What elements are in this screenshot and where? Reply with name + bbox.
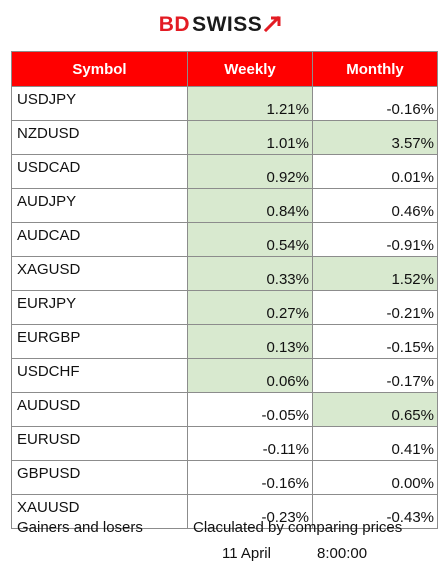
table-row: AUDCAD 0.54% -0.91% bbox=[11, 222, 438, 257]
symbol-cell: XAGUSD bbox=[11, 256, 188, 291]
gainers-losers-note: Gainers and losers bbox=[17, 519, 143, 536]
calculation-note: Claculated by comparing prices bbox=[193, 519, 403, 536]
symbol-cell: AUDCAD bbox=[11, 222, 188, 257]
symbol-cell: USDJPY bbox=[11, 86, 188, 121]
monthly-change-cell: 0.01% bbox=[312, 154, 438, 189]
performance-table: Symbol Weekly Monthly USDJPY 1.21% -0.16% N… bbox=[11, 51, 438, 529]
weekly-change-cell: 1.21% bbox=[187, 86, 313, 121]
table-row: AUDJPY 0.84% 0.46% bbox=[11, 188, 438, 223]
header-symbol: Symbol bbox=[11, 51, 188, 87]
symbol-cell: EURUSD bbox=[11, 426, 188, 461]
table-row: NZDUSD 1.01% 3.57% bbox=[11, 120, 438, 155]
weekly-change-cell: 0.33% bbox=[187, 256, 313, 291]
monthly-change-cell: 0.41% bbox=[312, 426, 438, 461]
weekly-change-cell: -0.11% bbox=[187, 426, 313, 461]
brand-name-part2: SWISS bbox=[192, 12, 263, 36]
monthly-change-cell: -0.91% bbox=[312, 222, 438, 257]
weekly-change-cell: 0.92% bbox=[187, 154, 313, 189]
weekly-change-cell: -0.16% bbox=[187, 460, 313, 495]
monthly-change-cell: 0.46% bbox=[312, 188, 438, 223]
weekly-change-cell: 0.06% bbox=[187, 358, 313, 393]
monthly-change-cell: 3.57% bbox=[312, 120, 438, 155]
brand-logo-wrap: BD SWISS bbox=[159, 14, 283, 35]
monthly-change-cell: 1.52% bbox=[312, 256, 438, 291]
symbol-cell: EURJPY bbox=[11, 290, 188, 325]
table-row: USDCHF 0.06% -0.17% bbox=[11, 358, 438, 393]
symbol-cell: NZDUSD bbox=[11, 120, 188, 155]
weekly-change-cell: 0.13% bbox=[187, 324, 313, 359]
weekly-change-cell: 0.54% bbox=[187, 222, 313, 257]
footer-timestamp: 11 April 8:00:00 bbox=[0, 545, 445, 567]
bdswiss-arrow-icon bbox=[264, 15, 282, 33]
weekly-change-cell: -0.23% bbox=[187, 494, 313, 529]
table-row: EURGBP 0.13% -0.15% bbox=[11, 324, 438, 359]
header-monthly: Monthly bbox=[312, 51, 438, 87]
monthly-change-cell: -0.17% bbox=[312, 358, 438, 393]
table-row: XAGUSD 0.33% 1.52% bbox=[11, 256, 438, 291]
footer-notes: Gainers and losers Claculated by compari… bbox=[0, 519, 445, 541]
table-row: EURJPY 0.27% -0.21% bbox=[11, 290, 438, 325]
monthly-change-cell: -0.15% bbox=[312, 324, 438, 359]
weekly-change-cell: 0.27% bbox=[187, 290, 313, 325]
table-body: USDJPY 1.21% -0.16% NZDUSD 1.01% 3.57% USDCAD 0… bbox=[11, 86, 438, 529]
header-weekly: Weekly bbox=[187, 51, 313, 87]
symbol-cell: USDCAD bbox=[11, 154, 188, 189]
weekly-change-cell: 0.84% bbox=[187, 188, 313, 223]
footer-date: 11 April bbox=[222, 545, 271, 562]
brand-logo: BD SWISS bbox=[0, 8, 445, 40]
table-row: USDJPY 1.21% -0.16% bbox=[11, 86, 438, 121]
brand-name-part1: BD bbox=[158, 12, 191, 36]
monthly-change-cell: 0.65% bbox=[312, 392, 438, 427]
table-row: USDCAD 0.92% 0.01% bbox=[11, 154, 438, 189]
table-row: EURUSD -0.11% 0.41% bbox=[11, 426, 438, 461]
monthly-change-cell: -0.16% bbox=[312, 86, 438, 121]
weekly-change-cell: -0.05% bbox=[187, 392, 313, 427]
table-header-row: Symbol Weekly Monthly bbox=[11, 51, 438, 87]
symbol-cell: GBPUSD bbox=[11, 460, 188, 495]
monthly-change-cell: -0.21% bbox=[312, 290, 438, 325]
footer-time: 8:00:00 bbox=[317, 545, 368, 562]
table-row: GBPUSD -0.16% 0.00% bbox=[11, 460, 438, 495]
symbol-cell: AUDJPY bbox=[11, 188, 188, 223]
weekly-change-cell: 1.01% bbox=[187, 120, 313, 155]
table-row: XAUUSD -0.23% -0.43% bbox=[11, 494, 438, 529]
table-row: AUDUSD -0.05% 0.65% bbox=[11, 392, 438, 427]
symbol-cell: EURGBP bbox=[11, 324, 188, 359]
symbol-cell: AUDUSD bbox=[11, 392, 188, 427]
monthly-change-cell: -0.43% bbox=[312, 494, 438, 529]
symbol-cell: XAUUSD bbox=[11, 494, 188, 529]
symbol-cell: USDCHF bbox=[11, 358, 188, 393]
monthly-change-cell: 0.00% bbox=[312, 460, 438, 495]
